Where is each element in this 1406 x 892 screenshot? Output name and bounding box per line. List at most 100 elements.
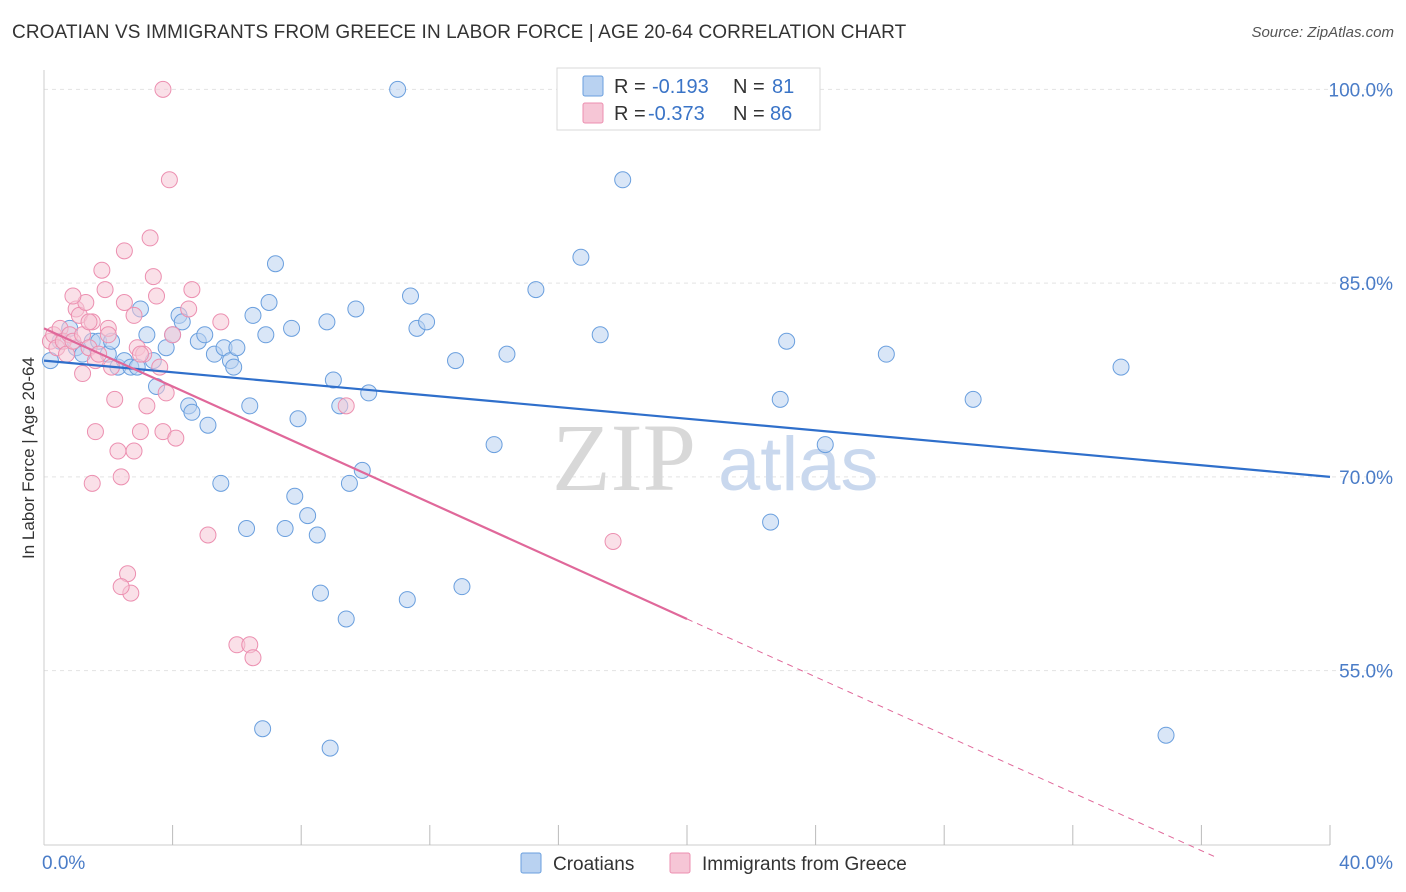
data-point-croatians <box>324 371 342 389</box>
chart-title: CROATIAN VS IMMIGRANTS FROM GREECE IN LA… <box>12 22 907 43</box>
data-point-croatians <box>311 584 329 602</box>
data-point-greece <box>337 397 355 415</box>
data-point-croatians <box>299 507 317 525</box>
data-point-croatians <box>183 403 201 421</box>
data-point-croatians <box>485 436 503 454</box>
trend-layer <box>43 327 1331 859</box>
stats-swatch-croatians <box>582 75 604 97</box>
data-point-greece <box>141 229 159 247</box>
data-point-croatians <box>257 326 275 344</box>
data-point-greece <box>131 345 149 363</box>
stats-n-value-2: 86 <box>770 103 792 125</box>
watermark-atlas: atlas <box>718 422 879 507</box>
stats-n-label-2: N = <box>733 103 765 125</box>
data-point-greece <box>83 474 101 492</box>
data-point-croatians <box>212 474 230 492</box>
data-point-croatians <box>266 255 284 273</box>
data-point-croatians <box>138 326 156 344</box>
data-point-greece <box>164 326 182 344</box>
data-point-greece <box>112 578 130 596</box>
data-point-greece <box>115 242 133 260</box>
data-point-croatians <box>283 319 301 337</box>
data-point-croatians <box>199 416 217 434</box>
data-point-greece <box>115 294 133 311</box>
data-point-greece <box>99 326 117 344</box>
data-point-croatians <box>453 578 471 596</box>
data-point-croatians <box>238 520 256 538</box>
trendline-croatians <box>43 359 1331 478</box>
data-point-greece <box>212 313 230 331</box>
data-point-croatians <box>340 474 358 492</box>
series-croatians <box>41 80 1175 757</box>
stats-box: R = -0.193 N = 81 R = -0.373 N = 86 <box>556 67 821 131</box>
data-point-croatians <box>964 390 982 408</box>
data-point-greece <box>144 268 162 286</box>
data-point-greece <box>125 442 143 460</box>
data-point-greece <box>160 171 178 189</box>
data-point-croatians <box>337 610 355 628</box>
data-point-croatians <box>289 410 307 428</box>
data-point-greece <box>148 287 166 305</box>
data-point-greece <box>93 261 111 279</box>
data-point-greece <box>112 468 130 486</box>
data-point-greece <box>157 384 175 402</box>
data-point-croatians <box>447 352 465 370</box>
data-point-croatians <box>527 281 545 299</box>
stats-r-label-2: R = <box>614 103 646 125</box>
data-point-croatians <box>1112 358 1130 376</box>
data-point-croatians <box>286 487 304 505</box>
data-point-croatians <box>318 313 336 331</box>
data-point-greece <box>109 442 127 460</box>
stats-r-value-1: -0.193 <box>652 76 709 98</box>
data-point-croatians <box>228 339 246 357</box>
data-point-croatians <box>347 300 365 318</box>
data-point-croatians <box>244 306 262 324</box>
data-point-croatians <box>418 313 436 331</box>
y-tick-label: 55.0% <box>1339 662 1393 683</box>
legend-label-croatians: Croatians <box>553 854 634 875</box>
data-point-greece <box>131 423 149 441</box>
data-point-croatians <box>771 390 789 408</box>
data-point-greece <box>138 397 156 415</box>
data-point-croatians <box>196 326 214 344</box>
data-point-greece <box>106 390 124 408</box>
data-point-croatians <box>321 739 339 757</box>
data-point-croatians <box>591 326 609 344</box>
legend: Croatians Immigrants from Greece <box>520 852 907 875</box>
data-point-greece <box>154 80 172 98</box>
data-point-croatians <box>816 436 834 454</box>
data-point-croatians <box>572 248 590 266</box>
data-point-croatians <box>308 526 326 544</box>
data-point-croatians <box>360 384 378 402</box>
data-point-greece <box>74 365 92 383</box>
data-point-croatians <box>276 520 294 538</box>
data-point-greece <box>64 287 82 305</box>
data-point-greece <box>125 306 143 324</box>
data-point-croatians <box>254 720 272 738</box>
stats-r-label-1: R = <box>614 76 646 98</box>
data-point-croatians <box>398 591 416 609</box>
legend-label-greece: Immigrants from Greece <box>702 854 907 875</box>
data-point-greece <box>180 300 198 318</box>
data-point-greece <box>604 532 622 550</box>
stats-n-label-1: N = <box>733 76 765 98</box>
stats-swatch-greece <box>582 102 604 124</box>
data-point-croatians <box>389 80 407 98</box>
data-point-croatians <box>402 287 420 305</box>
stats-r-value-2: -0.373 <box>648 103 705 125</box>
data-point-croatians <box>498 345 516 363</box>
data-point-greece <box>96 281 114 299</box>
watermark-zip: ZIP <box>552 404 696 511</box>
data-point-croatians <box>241 397 259 415</box>
data-point-croatians <box>225 358 243 376</box>
data-point-greece <box>86 423 104 441</box>
tick-labels: 55.0% 70.0% 85.0% 100.0% 0.0% 40.0% <box>42 80 1393 874</box>
data-point-croatians <box>778 332 796 350</box>
source-label: Source: ZipAtlas.com <box>1251 24 1394 41</box>
data-point-croatians <box>1157 726 1175 744</box>
trendline-greece-extension <box>686 618 1218 859</box>
stats-n-value-1: 81 <box>772 76 794 98</box>
data-point-greece <box>167 429 185 447</box>
y-tick-label: 70.0% <box>1339 468 1393 489</box>
